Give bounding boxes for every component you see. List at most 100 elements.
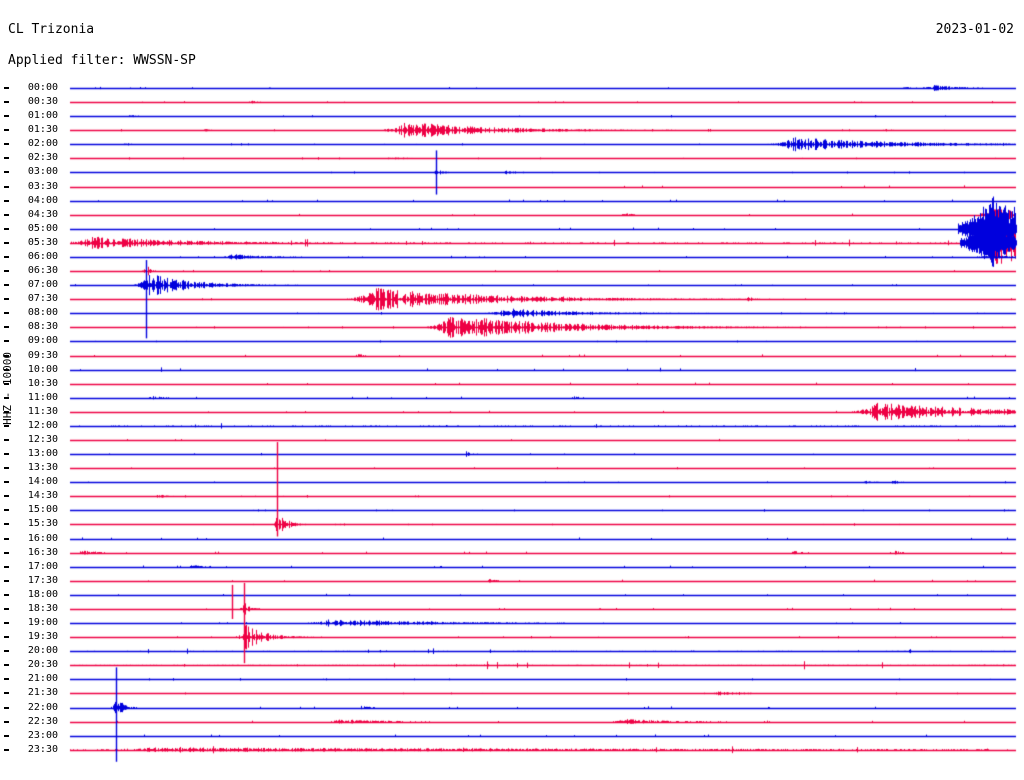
- time-tick: [4, 734, 9, 737]
- time-label-1330: 13:30: [27, 462, 58, 474]
- time-label-1130: 11:30: [27, 405, 58, 417]
- time-label-0100: 01:00: [27, 110, 58, 122]
- time-label-1000: 10:00: [27, 363, 58, 375]
- time-tick: [4, 213, 9, 216]
- time-label-1730: 17:30: [27, 574, 58, 586]
- time-tick: [4, 185, 9, 188]
- time-tick: [4, 101, 9, 104]
- time-tick: [4, 129, 9, 132]
- time-tick: [4, 720, 9, 723]
- time-label-2200: 22:00: [27, 701, 58, 713]
- time-label-1430: 14:30: [27, 490, 58, 502]
- time-tick: [4, 298, 9, 301]
- time-tick: [4, 410, 9, 413]
- time-label-1230: 12:30: [27, 434, 58, 445]
- time-tick: [4, 312, 9, 315]
- time-label-2000: 20:00: [27, 645, 58, 657]
- time-tick: [4, 622, 9, 625]
- time-label-0630: 06:30: [27, 265, 58, 277]
- time-tick: [4, 565, 9, 568]
- time-tick: [4, 382, 9, 385]
- time-label-1030: 10:30: [27, 377, 58, 389]
- time-label-1400: 14:00: [27, 476, 58, 488]
- time-label-2100: 21:00: [27, 673, 58, 685]
- time-tick: [4, 171, 9, 174]
- time-label-0200: 02:00: [27, 138, 58, 150]
- time-tick: [4, 636, 9, 639]
- time-label-0800: 08:00: [27, 307, 58, 319]
- time-tick: [4, 115, 9, 118]
- time-tick: [4, 579, 9, 582]
- time-label-2300: 23:00: [27, 729, 58, 741]
- time-label-0000: 00:00: [27, 82, 58, 93]
- time-label-0330: 03:30: [27, 180, 58, 192]
- time-tick: [4, 537, 9, 540]
- time-label-0600: 06:00: [27, 250, 58, 262]
- time-tick: [4, 509, 9, 512]
- time-tick: [4, 87, 9, 89]
- time-tick: [4, 453, 9, 456]
- time-label-2330: 23:30: [27, 743, 58, 755]
- time-tick: [4, 748, 9, 751]
- time-label-1300: 13:00: [27, 448, 58, 460]
- time-label-0300: 03:00: [27, 166, 58, 178]
- time-label-0400: 04:00: [27, 194, 58, 206]
- time-label-0700: 07:00: [27, 279, 58, 291]
- time-axis: 00:00 00:30 01:00 01:30 02:00 02:30 03:00 03:30…: [0, 0, 70, 780]
- time-tick: [4, 467, 9, 470]
- time-tick: [4, 439, 9, 441]
- time-label-0930: 09:30: [27, 349, 58, 361]
- time-tick: [4, 227, 9, 230]
- time-tick: [4, 354, 9, 357]
- time-label-0530: 05:30: [27, 236, 58, 248]
- time-tick: [4, 396, 9, 399]
- time-tick: [4, 326, 9, 329]
- time-label-1830: 18:30: [27, 602, 58, 614]
- time-label-1100: 11:00: [27, 391, 58, 403]
- time-label-1930: 19:30: [27, 631, 58, 643]
- time-tick: [4, 340, 9, 343]
- time-label-1900: 19:00: [27, 617, 58, 629]
- time-tick: [4, 157, 9, 160]
- time-label-0230: 02:30: [27, 152, 58, 164]
- time-label-1700: 17:00: [27, 560, 58, 572]
- time-tick: [4, 706, 9, 709]
- time-label-1600: 16:00: [27, 532, 58, 544]
- time-tick: [4, 593, 9, 596]
- time-label-2130: 21:30: [27, 687, 58, 699]
- time-tick: [4, 199, 9, 202]
- time-tick: [4, 143, 9, 146]
- time-tick: [4, 607, 9, 610]
- time-label-0430: 04:30: [27, 208, 58, 220]
- time-label-0130: 01:30: [27, 124, 58, 136]
- time-tick: [4, 692, 9, 695]
- time-tick: [4, 424, 9, 427]
- time-label-0900: 09:00: [27, 335, 58, 347]
- time-tick: [4, 495, 9, 498]
- time-tick: [4, 664, 9, 667]
- time-label-0730: 07:30: [27, 293, 58, 305]
- time-label-0500: 05:00: [27, 222, 58, 234]
- time-label-0830: 08:30: [27, 321, 58, 333]
- time-tick: [4, 551, 9, 554]
- time-tick: [4, 284, 9, 287]
- time-tick: [4, 270, 9, 273]
- time-tick: [4, 650, 9, 653]
- time-label-1500: 15:00: [27, 504, 58, 516]
- time-tick: [4, 523, 9, 526]
- time-tick: [4, 481, 9, 484]
- time-label-1630: 16:30: [27, 546, 58, 558]
- time-label-1800: 18:00: [27, 588, 58, 600]
- time-tick: [4, 241, 9, 244]
- time-label-2030: 20:30: [27, 659, 58, 671]
- time-tick: [4, 255, 9, 258]
- time-label-1200: 12:00: [27, 419, 58, 431]
- time-tick: [4, 368, 9, 371]
- time-label-1530: 15:30: [27, 518, 58, 530]
- time-label-2230: 22:30: [27, 715, 58, 727]
- time-label-0030: 00:30: [27, 96, 58, 108]
- time-tick: [4, 678, 9, 681]
